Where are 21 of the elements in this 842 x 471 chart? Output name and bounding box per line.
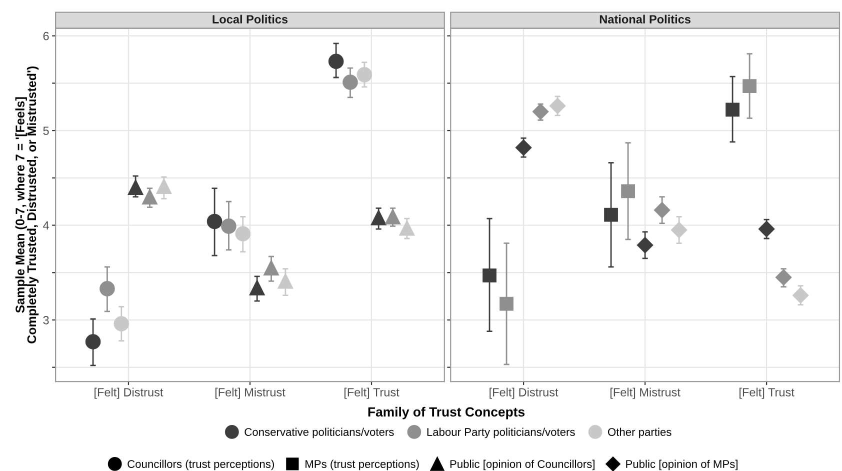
text: MPs (trust perceptions) <box>306 460 419 470</box>
y-tick-label: 6 <box>43 32 49 40</box>
x-tick-label: [Felt] Distrust <box>490 388 558 399</box>
x-tick-label: [Felt] Trust <box>740 388 794 399</box>
y-tick-label: 3 <box>43 316 49 324</box>
chart-title: National Politics <box>600 14 690 24</box>
y-axis-title: Sample Mean (0-7, where 7 = '[Feels] Completely Trusted, Distrusted, or Mistrusted') <box>15 66 39 344</box>
legend-label: Labour Party politicians/voters <box>427 428 575 438</box>
y-tick-label: 4 <box>43 221 49 230</box>
x-tick-label: [Felt] Distrust <box>94 388 164 399</box>
x-axis-title: Family of Trust Concepts <box>368 406 525 420</box>
text: Public [opinion of MPs] <box>626 460 738 470</box>
text: Councillors (trust perceptions) <box>128 460 274 470</box>
legend-label: Conservative politicians/voters <box>244 428 394 438</box>
x-tick-label: [Felt] Mistrust <box>610 388 680 399</box>
x-tick-label: [Felt] Trust <box>344 388 400 399</box>
y-tick-label: 5 <box>43 126 49 135</box>
legend-label: Other parties <box>608 428 672 438</box>
chart-title: Local Politics <box>212 14 288 24</box>
text: Public [opinion of Councillors] <box>450 460 594 470</box>
x-tick-label: [Felt] Mistrust <box>215 388 286 399</box>
